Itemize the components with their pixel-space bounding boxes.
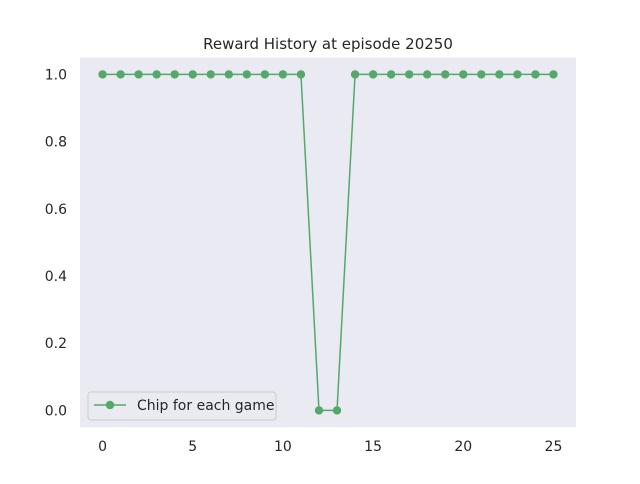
data-point: [278, 70, 288, 79]
data-point: [350, 70, 360, 79]
legend: Chip for each game: [87, 391, 277, 421]
data-point: [152, 70, 161, 79]
data-point: [224, 70, 233, 79]
data-point: [513, 70, 522, 79]
data-point: [242, 70, 252, 79]
chart-title: Reward History at episode 20250: [203, 35, 453, 53]
legend-marker-sample: [105, 400, 115, 410]
data-point: [368, 70, 378, 79]
data-point: [116, 70, 125, 79]
data-point: [314, 406, 324, 415]
y-tick-label: 1.0: [45, 67, 67, 83]
data-point: [477, 70, 486, 79]
x-tick-label: 25: [545, 439, 563, 455]
legend-label: Chip for each game: [137, 398, 275, 414]
data-point: [549, 70, 558, 79]
data-point: [459, 70, 468, 79]
y-tick-label: 0.4: [45, 269, 67, 285]
x-tick-label: 20: [454, 439, 472, 455]
data-point: [260, 70, 270, 79]
data-point: [404, 70, 414, 79]
data-point: [296, 70, 306, 79]
data-point: [98, 70, 107, 79]
y-axis-ticks: 0.0 0.2 0.4 0.6 0.8 1.0: [45, 67, 67, 419]
y-tick-label: 0.2: [45, 336, 67, 352]
data-point: [332, 406, 342, 415]
data-point: [134, 70, 143, 79]
series-layer: [98, 70, 558, 415]
x-tick-label: 5: [188, 439, 197, 455]
x-tick-label: 15: [364, 439, 382, 455]
data-point: [386, 70, 396, 79]
x-tick-label: 0: [98, 439, 107, 455]
data-point: [441, 70, 450, 79]
data-point: [495, 70, 504, 79]
legend-box: [87, 391, 277, 421]
data-point: [188, 70, 197, 79]
plot-area: [80, 57, 576, 428]
x-axis-ticks: 0 5 10 15 20 25: [98, 439, 562, 455]
data-point: [531, 70, 540, 79]
x-tick-label: 10: [274, 439, 292, 455]
data-point: [170, 70, 179, 79]
y-tick-label: 0.8: [45, 135, 67, 151]
data-point: [206, 70, 215, 79]
data-point: [423, 70, 432, 79]
y-tick-label: 0.0: [45, 403, 67, 419]
y-tick-label: 0.6: [45, 202, 67, 218]
